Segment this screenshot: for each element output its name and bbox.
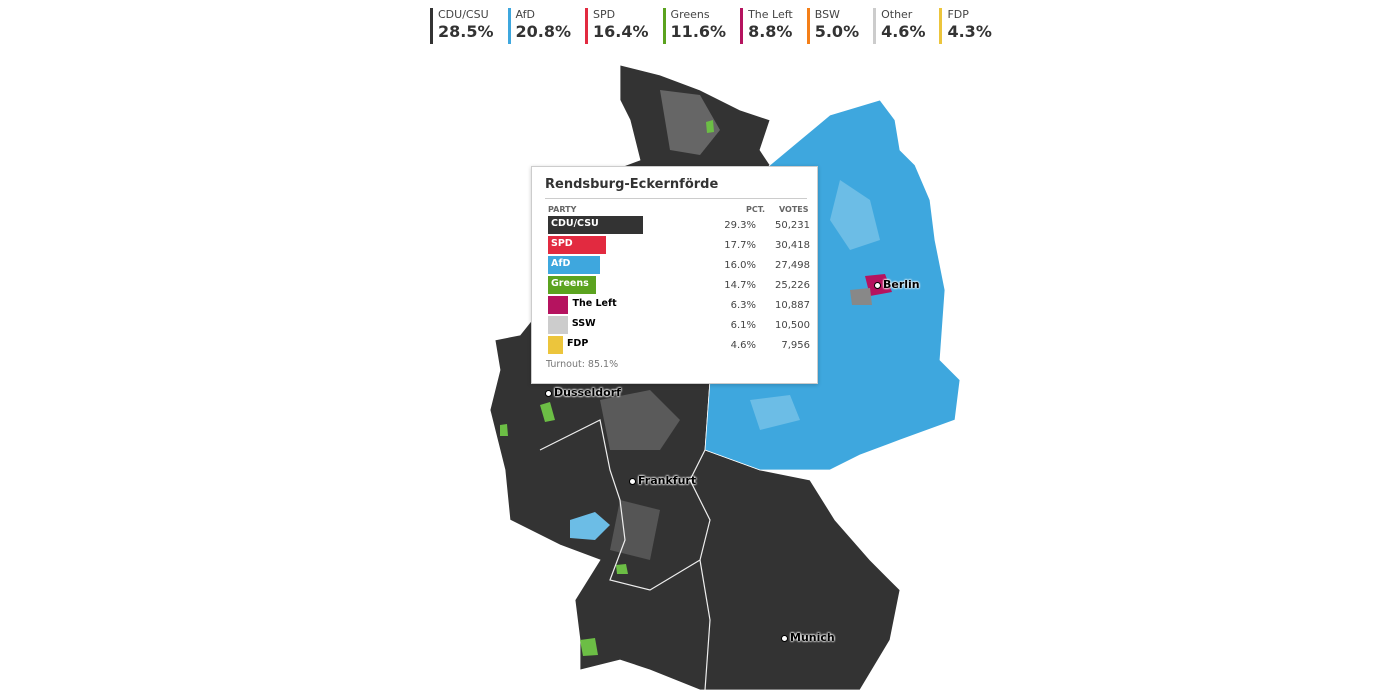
- city-label-dusseldorf: Dusseldorf: [545, 386, 621, 399]
- legend-value: 8.8%: [748, 22, 793, 41]
- party-pct: 6.3%: [730, 300, 756, 311]
- party-pct: 17.7%: [724, 240, 756, 251]
- party-pct: 14.7%: [724, 280, 756, 291]
- legend-party: Other: [881, 8, 913, 21]
- city-label-frankfurt: Frankfurt: [629, 474, 696, 487]
- district-tooltip: Rendsburg-Eckernförde PARTY PCT. VOTES C…: [531, 166, 818, 384]
- party-votes: 30,418: [775, 240, 810, 251]
- legend-value: 5.0%: [814, 22, 860, 41]
- region-greens-5: [500, 424, 508, 436]
- legend-value: 16.4%: [593, 22, 649, 41]
- region-greens-3: [616, 564, 628, 574]
- region-greens-2: [580, 638, 598, 656]
- legend-item: The Left 8.8%: [740, 8, 793, 44]
- legend-party: Greens: [670, 8, 710, 21]
- region-grey-west: [600, 390, 680, 450]
- turnout: Turnout: 85.1%: [546, 359, 619, 370]
- legend-party: The Left: [748, 8, 793, 21]
- region-berlin-grey: [850, 288, 872, 305]
- vote-bar: [548, 296, 569, 314]
- legend-party: BSW: [814, 8, 840, 21]
- legend-value: 4.3%: [947, 22, 992, 41]
- party-votes: 10,887: [775, 300, 810, 311]
- legend-item: Greens 11.6%: [662, 8, 727, 44]
- party-name: AfD: [551, 258, 571, 269]
- party-pct: 29.3%: [724, 220, 756, 231]
- party-votes: 27,498: [775, 260, 810, 271]
- tooltip-row: The Left 6.3% 10,887: [548, 296, 810, 314]
- column-pct: PCT.: [746, 205, 766, 214]
- legend-item: BSW 5.0%: [806, 8, 860, 44]
- region-grey-north: [660, 90, 720, 155]
- party-name: SPD: [551, 238, 573, 249]
- party-name: Greens: [551, 278, 589, 289]
- tooltip-row: CDU/CSU 29.3% 50,231: [548, 216, 810, 234]
- region-afd-west: [570, 512, 610, 540]
- party-pct: 4.6%: [730, 340, 756, 351]
- tooltip-row: SPD 17.7% 30,418: [548, 236, 810, 254]
- legend-party: AfD: [515, 8, 535, 21]
- vote-bar: [548, 316, 568, 334]
- legend-item: SPD 16.4%: [585, 8, 649, 44]
- legend-item: Other 4.6%: [873, 8, 925, 44]
- party-name: The Left: [572, 298, 617, 309]
- legend-value: 20.8%: [515, 22, 572, 41]
- party-votes: 25,226: [775, 280, 810, 291]
- legend-value: 11.6%: [670, 22, 727, 41]
- region-light-east: [830, 180, 880, 250]
- vote-bar: [548, 236, 606, 254]
- party-name: CDU/CSU: [551, 218, 599, 229]
- vote-bar: [548, 276, 596, 294]
- tooltip-title: Rendsburg-Eckernförde: [545, 177, 807, 199]
- city-label-munich: Munich: [781, 631, 835, 644]
- legend-item: FDP 4.3%: [939, 8, 992, 44]
- tooltip-row: AfD 16.0% 27,498: [548, 256, 810, 274]
- state-borders-2: [699, 559, 711, 690]
- party-legend: CDU/CSU 28.5% AfD 20.8% SPD 16.4% Greens 11.6% T…: [430, 8, 1006, 44]
- column-votes: VOTES: [779, 205, 809, 214]
- party-votes: 7,956: [781, 340, 810, 351]
- region-greens-1: [540, 402, 555, 422]
- party-pct: 16.0%: [724, 260, 756, 271]
- vote-bar: [548, 336, 563, 354]
- legend-item: AfD 20.8%: [507, 8, 572, 44]
- legend-party: FDP: [947, 8, 969, 21]
- region-light-east-2: [750, 395, 800, 430]
- region-greens-4: [706, 120, 714, 133]
- tooltip-row: FDP 4.6% 7,956: [548, 336, 810, 354]
- vote-bar: [548, 256, 600, 274]
- legend-value: 4.6%: [881, 22, 926, 41]
- legend-party: CDU/CSU: [438, 8, 489, 21]
- party-name: SSW: [571, 318, 596, 329]
- vote-bar: [548, 216, 644, 234]
- party-name: FDP: [566, 338, 589, 349]
- tooltip-row: SSW 6.1% 10,500: [548, 316, 810, 334]
- legend-party: SPD: [593, 8, 616, 21]
- city-label-berlin: Berlin: [874, 278, 920, 291]
- party-votes: 50,231: [775, 220, 810, 231]
- party-votes: 10,500: [775, 320, 810, 331]
- legend-item: CDU/CSU 28.5%: [430, 8, 494, 44]
- column-party: PARTY: [548, 205, 577, 214]
- party-pct: 6.1%: [730, 320, 756, 331]
- tooltip-row: Greens 14.7% 25,226: [548, 276, 810, 294]
- state-borders: [539, 419, 711, 591]
- legend-value: 28.5%: [438, 22, 494, 41]
